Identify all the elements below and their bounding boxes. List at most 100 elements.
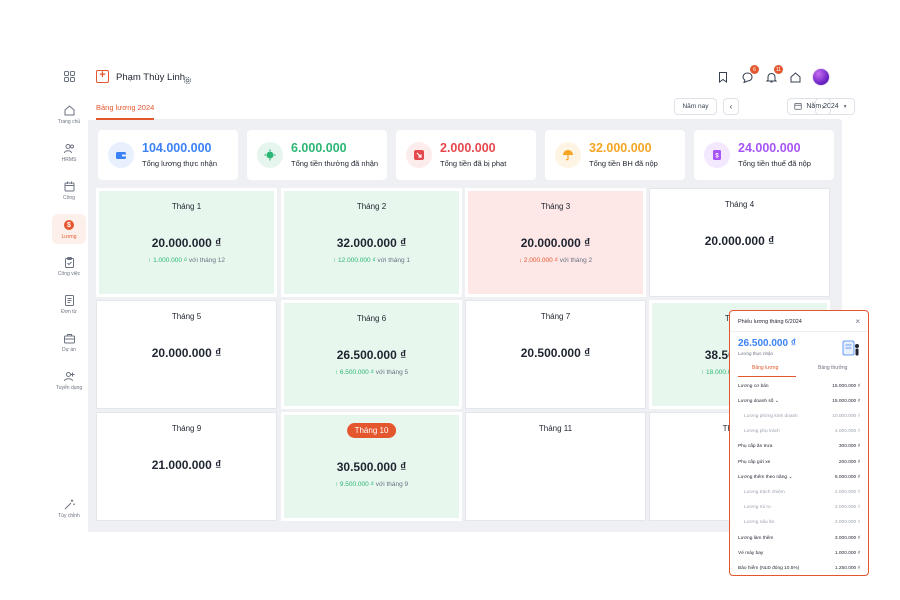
stat-label: Tổng tiền thuế đã nộp xyxy=(738,159,811,168)
month-card[interactable]: Tháng 6 26.500.000 ₫ ↑ 6.500.000 ₫ với thá… xyxy=(281,300,462,409)
sidebar-item-label: Công xyxy=(63,195,75,201)
stat-card-net-salary: 104.000.000 Tổng lương thực nhận xyxy=(98,130,238,180)
month-comparison: ↓ 2.000.000 ₫ với tháng 2 xyxy=(468,257,643,264)
payslip-row[interactable]: Lương doanh số ⌄ 15.000.000 ₫ xyxy=(738,396,860,406)
next-year-button[interactable]: › xyxy=(815,98,831,115)
sidebar-item-label: HRMS xyxy=(61,157,77,163)
month-name: Tháng 7 xyxy=(540,312,571,321)
payslip-row: Phụ cấp gửi xe 200.000 ₫ xyxy=(738,457,860,467)
briefcase-icon xyxy=(63,332,75,344)
this-year-button[interactable]: Năm nay xyxy=(674,98,717,115)
month-card[interactable]: Tháng 11 xyxy=(465,412,646,521)
month-comparison: ↑ 1.000.000 ₫ với tháng 12 xyxy=(99,257,274,264)
month-card[interactable]: Tháng 10 30.500.000 ₫ ↑ 9.500.000 ₫ với th… xyxy=(281,412,462,521)
month-card[interactable]: Tháng 3 20.000.000 ₫ ↓ 2.000.000 ₫ với thá… xyxy=(465,188,646,297)
bookmark-icon[interactable] xyxy=(716,70,730,84)
payslip-illustration-icon xyxy=(840,337,862,359)
payslip-row: Lương trách nhiệm 2.000.000 ₫ xyxy=(744,487,860,497)
home-outline-icon[interactable] xyxy=(788,70,802,84)
sidebar-item-hrms[interactable]: HRMS xyxy=(52,142,86,163)
payslip-row-label: Lương phòng kinh doanh xyxy=(744,413,798,419)
month-name: Tháng 10 xyxy=(346,423,397,438)
payslip-row-label: Bảo hiểm (NLĐ đóng 10.5%) xyxy=(738,565,800,571)
payslip-row: Lương rủi ro 2.000.000 ₫ xyxy=(744,503,860,513)
comparison-value: 18.000.000 ₫ xyxy=(706,369,744,376)
month-amount: 21.000.000 ₫ xyxy=(151,458,222,472)
month-comparison: ↑ 6.500.000 ₫ với tháng 5 xyxy=(284,369,459,376)
prev-year-button[interactable]: ‹ xyxy=(723,98,739,115)
award-icon xyxy=(257,142,283,168)
comparison-value: 6.500.000 ₫ xyxy=(339,369,374,376)
sidebar-item-home[interactable]: Trang chủ xyxy=(52,104,86,125)
bell-icon[interactable]: 11 xyxy=(764,65,783,84)
user-avatar[interactable] xyxy=(812,68,830,86)
month-card[interactable]: Tháng 5 20.000.000 ₫ xyxy=(96,300,277,409)
calendar-icon xyxy=(63,180,75,192)
org-plus-icon[interactable]: + xyxy=(96,70,109,83)
payslip-tab-bonus[interactable]: Bảng thưởng xyxy=(818,365,848,371)
divider xyxy=(730,331,868,332)
month-name: Tháng 11 xyxy=(538,424,573,433)
sidebar-item-timesheet[interactable]: Công xyxy=(52,180,86,201)
tab-active-indicator xyxy=(96,118,154,120)
wallet-icon xyxy=(108,142,134,168)
caret-down-icon: ▼ xyxy=(842,103,848,110)
month-amount: 20.000.000 ₫ xyxy=(520,236,591,250)
notifications-badge: 11 xyxy=(774,65,783,74)
sidebar-item-apps[interactable] xyxy=(52,70,86,82)
payslip-row: Lương phòng kinh doanh 10.000.000 ₫ xyxy=(744,411,860,421)
payslip-row-value: 15.000.000 ₫ xyxy=(832,398,860,404)
payslip-tabs: Bảng lương Bảng thưởng xyxy=(738,363,860,377)
sidebar-item-label: Tuyển dụng xyxy=(55,385,83,391)
month-card[interactable]: Tháng 1 20.000.000 ₫ ↑ 1.000.000 ₫ với thá… xyxy=(96,188,277,297)
salary-content: 104.000.000 Tổng lương thực nhận 6.000.0… xyxy=(88,120,842,532)
payslip-row-label: Lương nâu ăn xyxy=(744,520,775,526)
sidebar-item-label: Lương xyxy=(61,234,77,240)
sidebar-item-customize[interactable]: Tùy chỉnh xyxy=(52,498,86,519)
payslip-row-label: Lương cơ bản xyxy=(738,383,769,389)
month-name: Tháng 1 xyxy=(171,202,202,211)
comparison-text: với tháng 12 xyxy=(187,257,225,264)
month-card[interactable]: Tháng 9 21.000.000 ₫ xyxy=(96,412,277,521)
month-card[interactable]: Tháng 7 20.500.000 ₫ xyxy=(465,300,646,409)
month-amount: 20.000.000 ₫ xyxy=(704,234,775,248)
sidebar-item-salary[interactable]: $ Lương xyxy=(52,214,86,244)
payslip-popup: Phiếu lương tháng 6/2024 × 26.500.000 ₫ … xyxy=(729,310,869,576)
month-amount: 20.500.000 ₫ xyxy=(520,346,591,360)
payslip-row: Lương phụ trách 4.000.000 ₫ xyxy=(744,427,860,437)
umbrella-icon xyxy=(555,142,581,168)
sidebar-item-label: Công việc xyxy=(57,271,81,277)
payslip-row-value: 2.000.000 ₫ xyxy=(834,505,860,511)
sidebar-item-requests[interactable]: Đơn từ xyxy=(52,294,86,315)
tab-bar: Bảng lương 2024 Năm nay ‹ Năm 2024 ▼ › xyxy=(96,96,855,120)
payslip-row-label: Vé máy bay xyxy=(738,550,764,556)
sidebar-item-projects[interactable]: Dự án xyxy=(52,332,86,353)
arrow-down-icon: ↓ xyxy=(518,257,523,264)
payslip-row: Phụ cấp ăn trưa 300.000 ₫ xyxy=(738,442,860,452)
payslip-row-value: 2.000.000 ₫ xyxy=(834,520,860,526)
sidebar-item-label: Đơn từ xyxy=(61,309,77,315)
sidebar-item-tasks[interactable]: Công việc xyxy=(52,256,86,277)
month-card[interactable]: Tháng 2 32.000.000 ₫ ↑ 12.000.000 ₫ với th… xyxy=(281,188,462,297)
payslip-row-label: Phụ cấp gửi xe xyxy=(738,459,771,465)
payslip-row: Bảo hiểm (NLĐ đóng 10.5%) 1.250.000 ₫ xyxy=(738,563,860,573)
tab-salary-2024[interactable]: Bảng lương 2024 xyxy=(96,103,155,112)
stat-value: 32.000.000 xyxy=(589,141,652,155)
gear-icon[interactable] xyxy=(183,72,192,90)
payslip-tab-salary[interactable]: Bảng lương xyxy=(752,365,779,371)
close-icon[interactable]: × xyxy=(855,317,860,326)
chat-icon[interactable]: 6 xyxy=(740,65,759,84)
month-name: Tháng 5 xyxy=(171,312,202,321)
stat-value: 2.000.000 xyxy=(440,141,496,155)
arrow-up-icon: ↑ xyxy=(700,369,705,376)
payslip-row: Vé máy bay 1.000.000 ₫ xyxy=(738,548,860,558)
month-comparison: ↑ 12.000.000 ₫ với tháng 1 xyxy=(284,257,459,264)
payslip-row[interactable]: Lương thêm theo năng ⌄ 6.000.000 ₫ xyxy=(738,472,860,482)
org-name[interactable]: Phạm Thùy Linh xyxy=(116,72,186,83)
month-card[interactable]: Tháng 4 20.000.000 ₫ xyxy=(649,188,830,297)
dollar-icon: $ xyxy=(63,219,75,231)
month-grid: Tháng 1 20.000.000 ₫ ↑ 1.000.000 ₫ với thá… xyxy=(96,188,832,524)
payslip-amount: 26.500.000 ₫ xyxy=(738,338,796,349)
payslip-row: Lương nâu ăn 2.000.000 ₫ xyxy=(744,518,860,528)
sidebar-item-recruitment[interactable]: Tuyển dụng xyxy=(52,370,86,391)
